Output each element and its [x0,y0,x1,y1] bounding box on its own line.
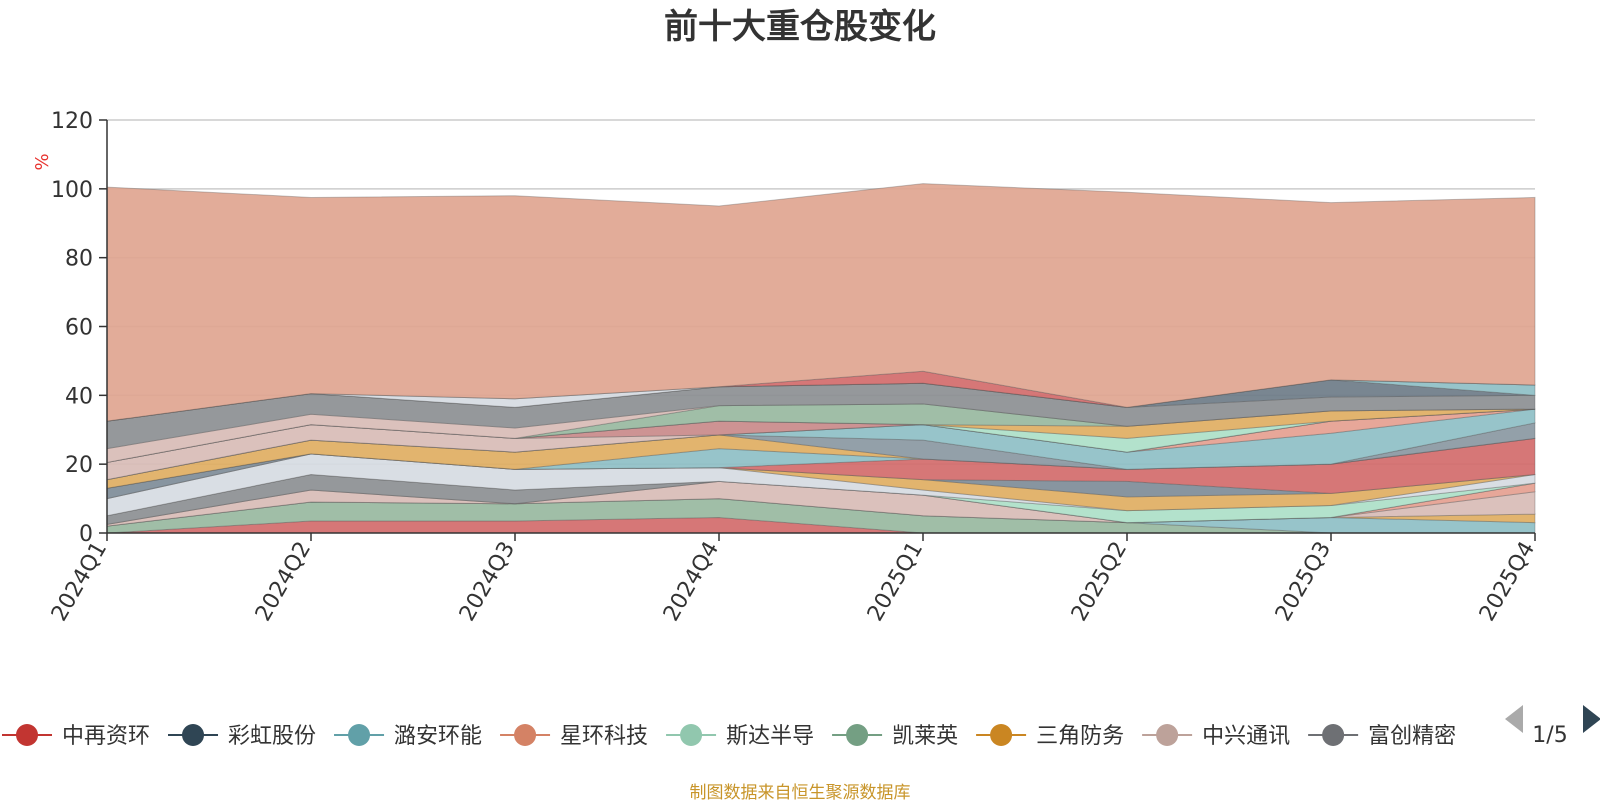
legend-next-page-icon[interactable] [1583,705,1600,733]
legend-marker-icon [514,724,537,746]
area-series: 三角防务 [106,434,1536,489]
legend-item[interactable]: 凯莱英 [832,724,958,749]
legend-item[interactable]: 中再资环 [2,724,150,749]
legend-label: 中兴通讯 [1202,724,1290,749]
legend-item[interactable]: 潞安环能 [334,724,482,749]
y-axis-unit-label: % [32,153,53,170]
x-tick-label: 2025Q1 [863,538,928,626]
area-series: 中兴通讯 [106,408,1536,481]
legend-marker-icon [846,724,869,746]
legend-prev-page-icon[interactable] [1505,705,1523,733]
y-tick-label: 100 [51,178,93,203]
legend-item[interactable]: 富创精密 [1308,724,1456,749]
legend-item[interactable]: 斯达半导 [666,724,814,749]
legend-label: 凯莱英 [892,724,958,749]
area-layer: 中再资环凯莱英潞安环能三角防务中兴通讯星环科技富创精密斯达半导兆易创新三角防务彩… [106,183,1536,534]
area-series: 星环科技 [106,480,1536,525]
legend-page-indicator: 1/5 [1532,723,1567,748]
area-series: 潞安环能 [106,408,1536,481]
legend-label: 富创精密 [1368,724,1456,749]
legend-marker-icon [990,724,1013,746]
x-tick-label: 2024Q4 [659,538,724,626]
legend-marker-icon [182,724,205,746]
legend-item[interactable]: 彩虹股份 [168,724,316,749]
legend-item[interactable]: 中兴通讯 [1142,724,1290,749]
y-tick-label: 120 [51,109,93,134]
data-source-note: 制图数据来自恒生聚源数据库 [689,783,911,803]
x-tick-label: 2024Q2 [251,538,316,626]
legend-label: 潞安环能 [394,724,482,749]
legend-label: 星环科技 [560,724,648,749]
x-tick-label: 2024Q3 [455,538,520,626]
area-series: 中兴通讯 [106,480,1536,527]
legend-marker-icon [16,724,38,746]
y-tick-label: 80 [65,247,93,272]
x-tick-label: 2024Q1 [47,538,112,626]
area-series: 其他 [106,183,1536,422]
legend-label: 三角防务 [1036,724,1124,749]
chart-title: 前十大重仓股变化 [664,7,936,47]
legend-item[interactable]: 三角防务 [976,724,1124,749]
x-tick-label: 2025Q2 [1067,538,1132,626]
legend-label: 中再资环 [62,724,150,749]
legend-label: 斯达半导 [726,724,814,749]
legend-marker-icon [1156,724,1179,746]
y-tick-label: 20 [65,453,93,478]
x-tick-label: 2025Q3 [1271,538,1336,626]
y-tick-label: 0 [79,522,93,547]
legend-marker-icon [680,724,703,746]
legend-marker-icon [348,724,371,746]
legend-marker-icon [1322,724,1345,746]
area-series: 紫金矿业 [106,422,1536,481]
legend: 中再资环 彩虹股份 潞安环能 星环科技 斯达半导 凯莱英 三角防务 中兴通讯 富创精密 1/5 [2,705,1600,749]
y-tick-label: 60 [65,316,93,341]
y-tick-label: 40 [65,384,93,409]
legend-label: 彩虹股份 [228,724,316,749]
x-tick-label: 2025Q4 [1475,538,1540,626]
legend-item[interactable]: 星环科技 [500,724,648,749]
